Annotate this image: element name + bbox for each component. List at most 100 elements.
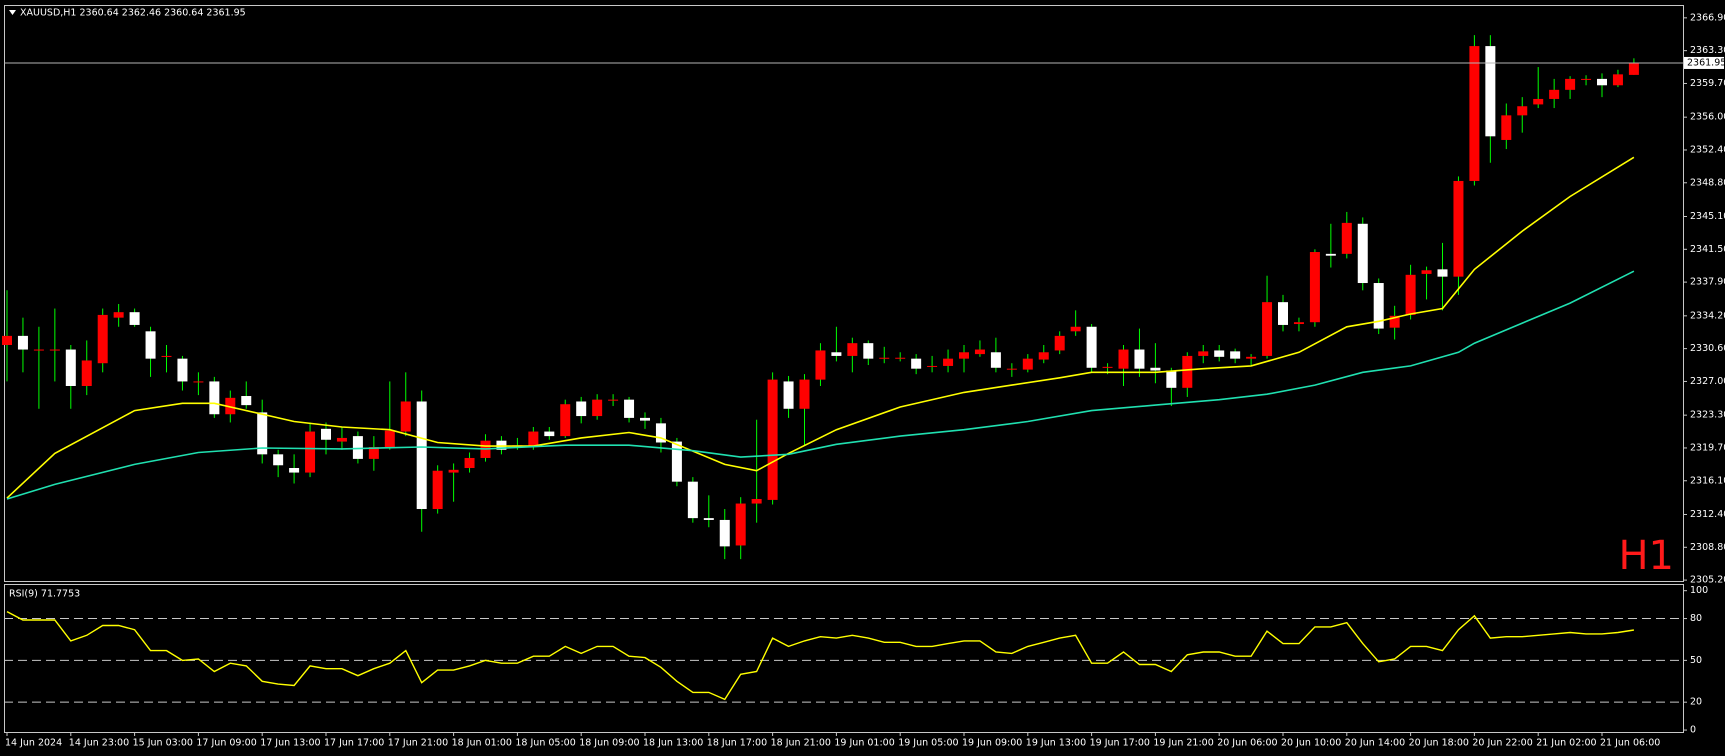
candle-body bbox=[1533, 98, 1544, 105]
candle-body bbox=[352, 436, 363, 459]
x-tick-label: 20 Jun 14:00 bbox=[1345, 738, 1405, 749]
x-tick-label: 20 Jun 18:00 bbox=[1409, 738, 1469, 749]
candle-body bbox=[432, 470, 443, 510]
main-pane-frame bbox=[4, 5, 1684, 582]
x-tick-label: 19 Jun 05:00 bbox=[898, 738, 958, 749]
y-tick-label: 100 bbox=[1690, 585, 1708, 596]
candle-body bbox=[193, 381, 204, 383]
x-tick-label: 18 Jun 21:00 bbox=[771, 738, 831, 749]
candle-body bbox=[1581, 78, 1592, 80]
y-tick-label: 2316.10 bbox=[1690, 475, 1725, 486]
x-tick-label: 15 Jun 03:00 bbox=[133, 738, 193, 749]
candle-body bbox=[990, 352, 1001, 368]
candle-body bbox=[1437, 269, 1448, 277]
candle-body bbox=[145, 331, 156, 359]
x-tick-label: 21 Jun 06:00 bbox=[1600, 738, 1660, 749]
candle-body bbox=[528, 431, 539, 448]
menu-arrow-icon[interactable] bbox=[9, 10, 16, 15]
candle-body bbox=[831, 352, 842, 356]
timeframe-label: H1 bbox=[1618, 533, 1674, 579]
candle-body bbox=[1293, 322, 1304, 325]
candle-body bbox=[17, 335, 28, 350]
current-price-label: 2361.95 bbox=[1687, 57, 1725, 68]
y-tick-label: 2312.40 bbox=[1690, 509, 1725, 520]
candle-body bbox=[113, 312, 124, 318]
candle-body bbox=[1070, 326, 1081, 332]
rsi-title: RSI(9) 71.7753 bbox=[9, 589, 80, 600]
candle-body bbox=[33, 349, 44, 351]
candle-body bbox=[895, 357, 906, 359]
candle-body bbox=[289, 468, 300, 473]
candle-body bbox=[65, 349, 76, 386]
rsi-pane-frame bbox=[4, 584, 1684, 733]
candle-body bbox=[1054, 335, 1065, 351]
y-tick-label: 2341.50 bbox=[1690, 244, 1725, 255]
candle-body bbox=[655, 423, 666, 443]
candle-body bbox=[97, 314, 108, 364]
candle-body bbox=[959, 352, 969, 359]
y-tick-label: 50 bbox=[1690, 655, 1702, 666]
candle-body bbox=[974, 349, 985, 355]
candle-body bbox=[273, 454, 284, 466]
candle-body bbox=[1485, 46, 1496, 137]
y-tick-label: 0 bbox=[1690, 725, 1696, 736]
y-tick-label: 2363.30 bbox=[1690, 45, 1725, 56]
candle-body bbox=[927, 365, 938, 367]
candle-body bbox=[1549, 89, 1560, 99]
candle-body bbox=[336, 437, 347, 442]
y-tick-label: 2323.30 bbox=[1690, 410, 1725, 421]
y-tick-label: 2345.10 bbox=[1690, 211, 1725, 222]
y-tick-label: 2334.20 bbox=[1690, 310, 1725, 321]
candle-body bbox=[1086, 326, 1097, 368]
candle-body bbox=[687, 481, 698, 519]
candle-body bbox=[1597, 78, 1607, 86]
candle-body bbox=[241, 396, 252, 406]
candle-body bbox=[1038, 352, 1049, 360]
y-tick-label: 2366.90 bbox=[1690, 12, 1725, 23]
candle-body bbox=[1134, 349, 1145, 369]
candle-body bbox=[1262, 302, 1273, 356]
candle-body bbox=[49, 349, 60, 351]
candle-body bbox=[448, 469, 459, 473]
x-tick-label: 17 Jun 09:00 bbox=[196, 738, 256, 749]
candle-body bbox=[879, 357, 890, 359]
candle-body bbox=[560, 404, 571, 437]
x-tick-label: 17 Jun 13:00 bbox=[260, 738, 320, 749]
y-tick-label: 2348.80 bbox=[1690, 177, 1725, 188]
x-tick-label: 20 Jun 22:00 bbox=[1472, 738, 1532, 749]
candle-body bbox=[1166, 370, 1177, 388]
candle-body bbox=[81, 360, 92, 386]
y-tick-label: 20 bbox=[1690, 697, 1702, 708]
candle-body bbox=[1198, 351, 1209, 356]
y-tick-label: 80 bbox=[1690, 613, 1702, 624]
candle-body bbox=[847, 343, 858, 356]
x-tick-label: 18 Jun 09:00 bbox=[579, 738, 639, 749]
candle-body bbox=[703, 518, 714, 520]
candle-body bbox=[1565, 78, 1576, 90]
y-tick-label: 2352.40 bbox=[1690, 144, 1725, 155]
candle-body bbox=[129, 312, 140, 325]
candle-body bbox=[943, 358, 954, 366]
candle-body bbox=[1341, 222, 1352, 254]
current-price-box bbox=[1684, 56, 1724, 69]
candle-body bbox=[1150, 367, 1161, 371]
candle-body bbox=[177, 358, 188, 382]
x-tick-label: 21 Jun 02:00 bbox=[1536, 738, 1596, 749]
candle-body bbox=[1182, 355, 1193, 388]
candle-body bbox=[257, 412, 268, 455]
candle-body bbox=[863, 343, 874, 359]
candle-body bbox=[1612, 74, 1623, 86]
y-tick-label: 2359.70 bbox=[1690, 78, 1725, 89]
candle-body bbox=[735, 503, 746, 546]
candle-body bbox=[544, 431, 555, 437]
candle-body bbox=[1278, 302, 1288, 325]
candle-body bbox=[1357, 223, 1368, 284]
candle-body bbox=[1517, 106, 1528, 116]
x-tick-label: 17 Jun 17:00 bbox=[324, 738, 384, 749]
moving-average-line bbox=[6, 270, 1635, 500]
candle-body bbox=[783, 381, 794, 409]
candle-body bbox=[384, 430, 395, 448]
candle-body bbox=[305, 431, 316, 473]
